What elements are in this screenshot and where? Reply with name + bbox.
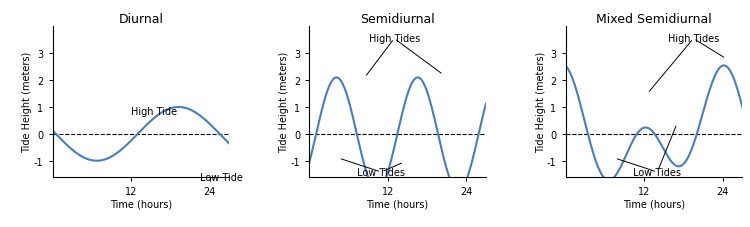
Y-axis label: Tide Height (meters): Tide Height (meters) — [536, 52, 545, 153]
Text: Low Tides: Low Tides — [357, 167, 405, 177]
X-axis label: Time (hours): Time (hours) — [367, 199, 428, 209]
Text: High Tides: High Tides — [668, 34, 719, 44]
Text: Low Tides: Low Tides — [633, 167, 681, 177]
Text: Low Tide: Low Tide — [200, 172, 243, 182]
Y-axis label: Tide Height (meters): Tide Height (meters) — [22, 52, 32, 153]
Text: High Tide: High Tide — [131, 106, 177, 116]
X-axis label: Time (hours): Time (hours) — [110, 199, 172, 209]
Y-axis label: Tide Height (meters): Tide Height (meters) — [279, 52, 289, 153]
Title: Mixed Semidiurnal: Mixed Semidiurnal — [596, 13, 712, 26]
X-axis label: Time (hours): Time (hours) — [623, 199, 685, 209]
Title: Diurnal: Diurnal — [118, 13, 164, 26]
Text: High Tides: High Tides — [368, 34, 420, 44]
Title: Semidiurnal: Semidiurnal — [360, 13, 435, 26]
